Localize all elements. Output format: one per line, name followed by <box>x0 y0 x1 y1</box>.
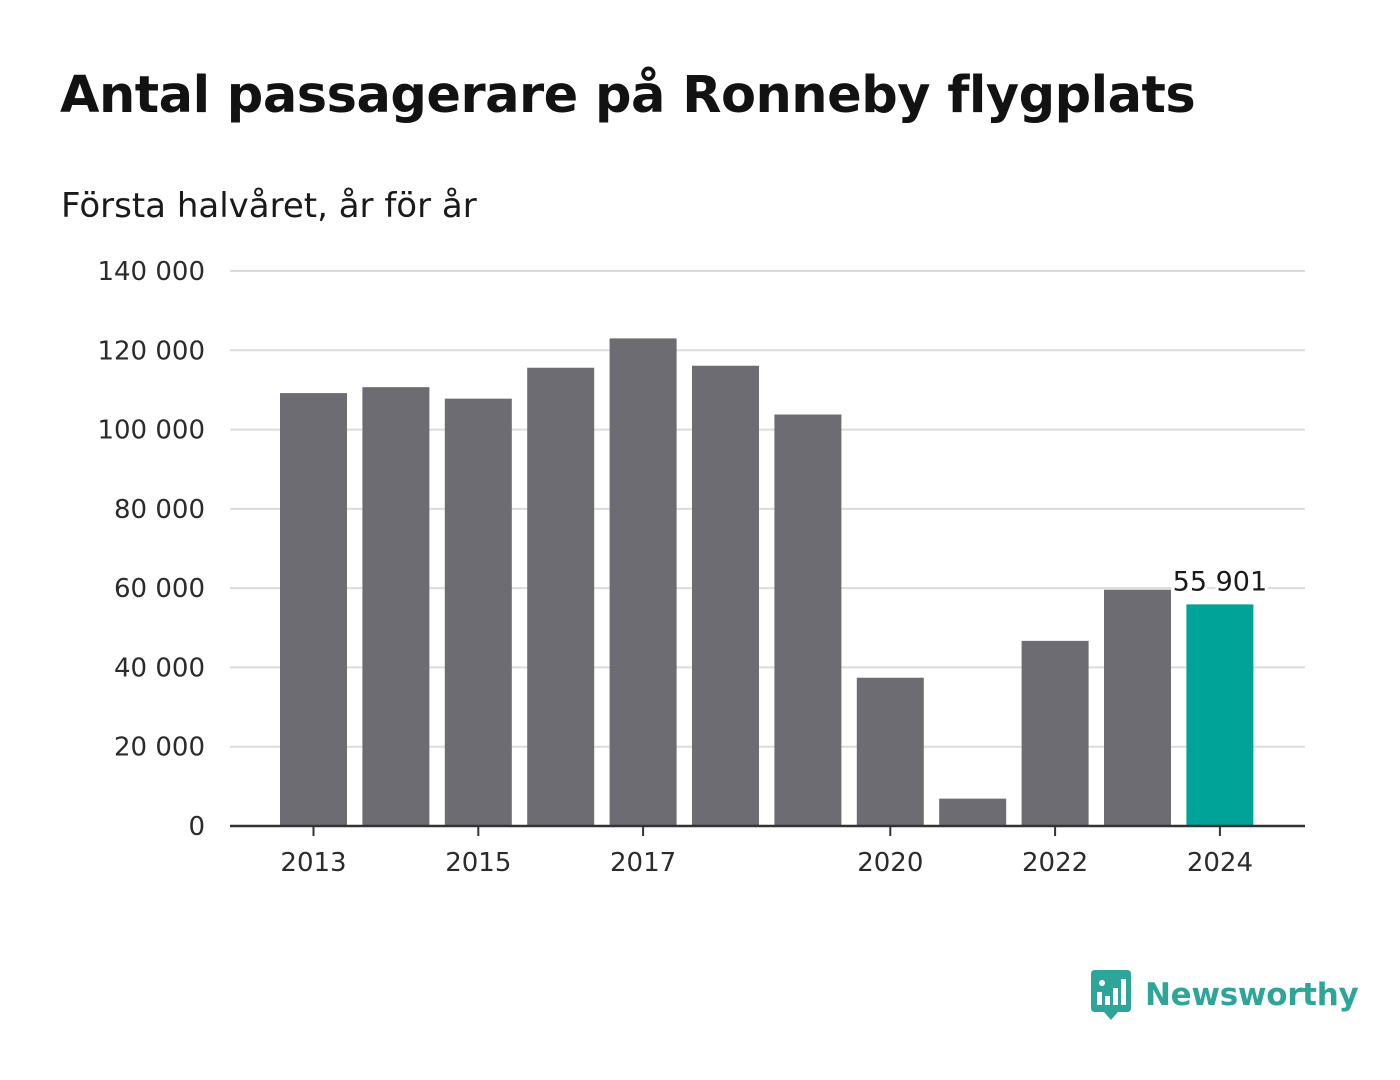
y-axis-tick-labels: 0 20 000 40 000 60 000 80 000 100 000 120 000 1… <box>97 257 205 842</box>
bar-2023 <box>1104 589 1171 826</box>
x-tick-label: 2024 <box>1187 848 1253 878</box>
x-tick-label: 2020 <box>857 848 923 878</box>
newsworthy-brand: Newsworthy <box>1091 970 1359 1020</box>
newsworthy-logo-icon <box>1091 970 1131 1020</box>
y-tick-label: 20 000 <box>114 733 205 763</box>
bar-2017 <box>609 338 677 826</box>
data-label-2024: 55 901 <box>1173 566 1267 597</box>
bar-2015 <box>444 398 512 826</box>
chart-subtitle: Första halvåret, år för år <box>61 186 477 226</box>
data-labels: 55 901 <box>1170 563 1270 600</box>
bar-2016 <box>527 367 595 826</box>
bar-2019 <box>774 414 842 826</box>
y-tick-label: 0 <box>188 812 205 842</box>
y-tick-label: 40 000 <box>114 653 205 683</box>
x-tick-label: 2013 <box>280 848 346 878</box>
x-tick-label: 2022 <box>1022 848 1088 878</box>
y-tick-label: 140 000 <box>97 257 205 287</box>
y-tick-label: 60 000 <box>114 574 205 604</box>
bar-2020 <box>856 677 924 826</box>
bar-2022 <box>1021 640 1089 826</box>
bars <box>280 338 1254 826</box>
x-axis-tick-labels: 2013 2015 2017 2020 2022 2024 <box>280 848 1253 878</box>
y-tick-label: 120 000 <box>97 336 205 366</box>
brand-name: Newsworthy <box>1145 977 1359 1013</box>
x-tick-label: 2017 <box>610 848 676 878</box>
x-axis <box>230 824 1305 836</box>
y-tick-label: 80 000 <box>114 495 205 525</box>
x-tick-label: 2015 <box>445 848 511 878</box>
bar-2014 <box>362 387 430 826</box>
y-tick-label: 100 000 <box>97 416 205 446</box>
chart-title: Antal passagerare på Ronneby flygplats <box>60 66 1196 125</box>
bar-2013 <box>280 393 347 826</box>
bar-2021 <box>939 798 1007 826</box>
bar-2018 <box>692 365 759 826</box>
bar-2024 <box>1186 604 1254 826</box>
